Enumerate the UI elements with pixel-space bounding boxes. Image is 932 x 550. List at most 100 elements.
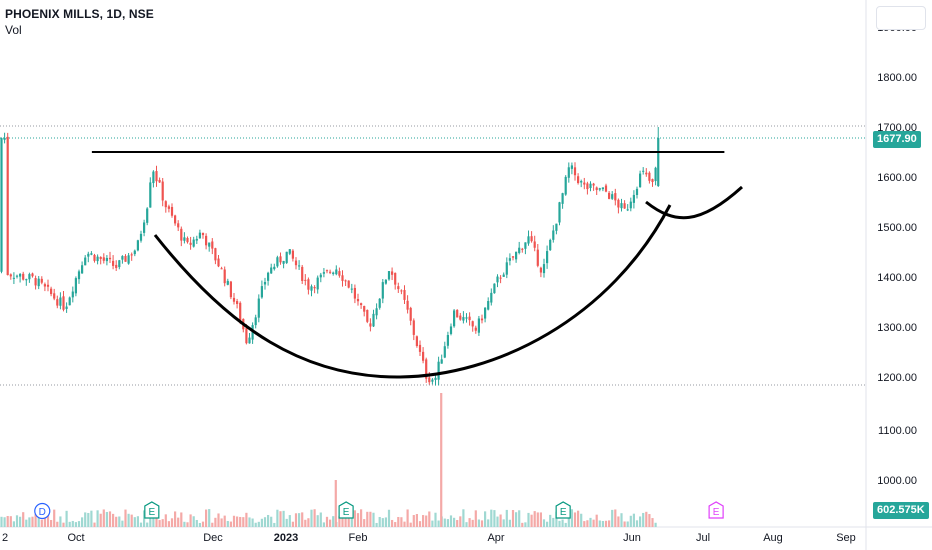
- candle-body: [654, 167, 657, 182]
- volume-bar: [542, 519, 546, 527]
- candle-body: [205, 235, 208, 246]
- volume-bar: [84, 512, 87, 527]
- volume-bar: [341, 517, 344, 527]
- candle-body: [81, 265, 84, 274]
- candle-body: [273, 266, 276, 270]
- volume-bar: [363, 519, 366, 527]
- candle-body: [236, 301, 239, 304]
- volume-bar: [96, 510, 99, 527]
- candle-body: [276, 257, 279, 267]
- time-axis[interactable]: 2 Oct Dec 2023 Feb Apr Jun Jul Aug Sep: [2, 532, 856, 544]
- candle-body: [484, 307, 487, 319]
- candle-body: [626, 209, 629, 211]
- volume-bar: [415, 514, 418, 527]
- price-axis-label: 1300.00: [877, 322, 917, 334]
- candle-body: [480, 318, 484, 321]
- candle-body: [567, 167, 570, 178]
- volume-bar: [164, 514, 167, 527]
- candle-body: [428, 377, 431, 383]
- handle-curve: [645, 185, 744, 220]
- volume-spike: [440, 393, 443, 527]
- volume-bar: [152, 516, 155, 527]
- volume-bar: [598, 520, 601, 527]
- time-axis-label: Jun: [623, 532, 641, 544]
- candle-body: [304, 279, 307, 281]
- candle-body: [37, 278, 40, 287]
- candle-body: [127, 255, 130, 264]
- volume-bar: [360, 509, 363, 527]
- volume-bar: [555, 511, 558, 527]
- candle-body: [502, 274, 505, 277]
- volume-bar: [124, 509, 127, 527]
- volume-bar: [31, 516, 34, 527]
- volume-bar: [462, 509, 465, 527]
- scale-settings-button[interactable]: [876, 6, 926, 30]
- candle-body: [316, 277, 319, 290]
- volume-bar: [552, 517, 555, 527]
- candle-body: [347, 280, 350, 288]
- volume-bar: [626, 521, 629, 527]
- volume-bar: [353, 510, 356, 527]
- volume-bar: [567, 515, 570, 527]
- candle-body: [40, 278, 43, 283]
- candle-body: [524, 242, 527, 249]
- candle-body: [71, 291, 74, 298]
- time-axis-label: Sep: [836, 532, 856, 544]
- volume-bar: [453, 517, 456, 527]
- price-axis-label: 1400.00: [877, 272, 917, 284]
- volume-bar: [161, 519, 164, 527]
- candle-body: [31, 273, 34, 277]
- candle-body: [267, 272, 270, 281]
- volume-bar: [580, 513, 583, 527]
- volume-bar: [81, 517, 84, 527]
- volume-bar: [617, 516, 620, 527]
- candle-body: [214, 248, 217, 261]
- candle-body: [425, 359, 428, 379]
- candle-body: [614, 193, 617, 201]
- cup-and-handle-pattern: [91, 151, 744, 379]
- candle-body: [12, 277, 15, 279]
- volume-bar: [549, 514, 552, 527]
- candle-body: [462, 317, 465, 321]
- candle-body: [369, 323, 372, 327]
- symbol-title[interactable]: PHOENIX MILLS, 1D, NSE: [5, 7, 154, 21]
- candle-body: [493, 283, 496, 294]
- volume-bar: [471, 519, 474, 527]
- price-axis[interactable]: 1900.001800.001700.001600.001500.001400.…: [877, 22, 917, 487]
- candle-body: [149, 182, 152, 208]
- candle-body: [434, 377, 437, 380]
- volume-bar: [515, 512, 518, 527]
- candle-body: [211, 241, 214, 249]
- candle-body: [490, 292, 493, 303]
- candle-body: [446, 335, 449, 346]
- volume-bar: [22, 512, 25, 527]
- candle-body: [201, 232, 205, 236]
- candle-body: [635, 188, 639, 196]
- volume-bar: [288, 515, 291, 527]
- candle-body: [350, 288, 353, 290]
- candle-body: [28, 274, 31, 280]
- volume-bar: [347, 514, 350, 527]
- candle-body: [530, 236, 533, 242]
- volume-bar: [102, 509, 105, 527]
- candle-body: [360, 303, 363, 306]
- candle-body: [245, 328, 248, 344]
- volume-bar: [493, 510, 496, 527]
- volume-bar: [313, 509, 316, 527]
- volume-bar: [105, 511, 108, 527]
- candle-body: [161, 181, 164, 201]
- price-axis-label: 1600.00: [877, 172, 917, 184]
- volume-indicator-label[interactable]: Vol: [5, 23, 22, 37]
- volume-bar: [62, 522, 65, 527]
- candle-body: [620, 203, 623, 209]
- candle-body: [608, 192, 611, 199]
- candle-body: [118, 260, 121, 268]
- candle-body: [642, 170, 645, 172]
- chart-header: PHOENIX MILLS, 1D, NSE Vol: [5, 6, 154, 38]
- volume-bar: [71, 520, 74, 527]
- candle-body: [623, 203, 626, 209]
- candle-body: [583, 182, 586, 185]
- candle-body: [592, 183, 595, 186]
